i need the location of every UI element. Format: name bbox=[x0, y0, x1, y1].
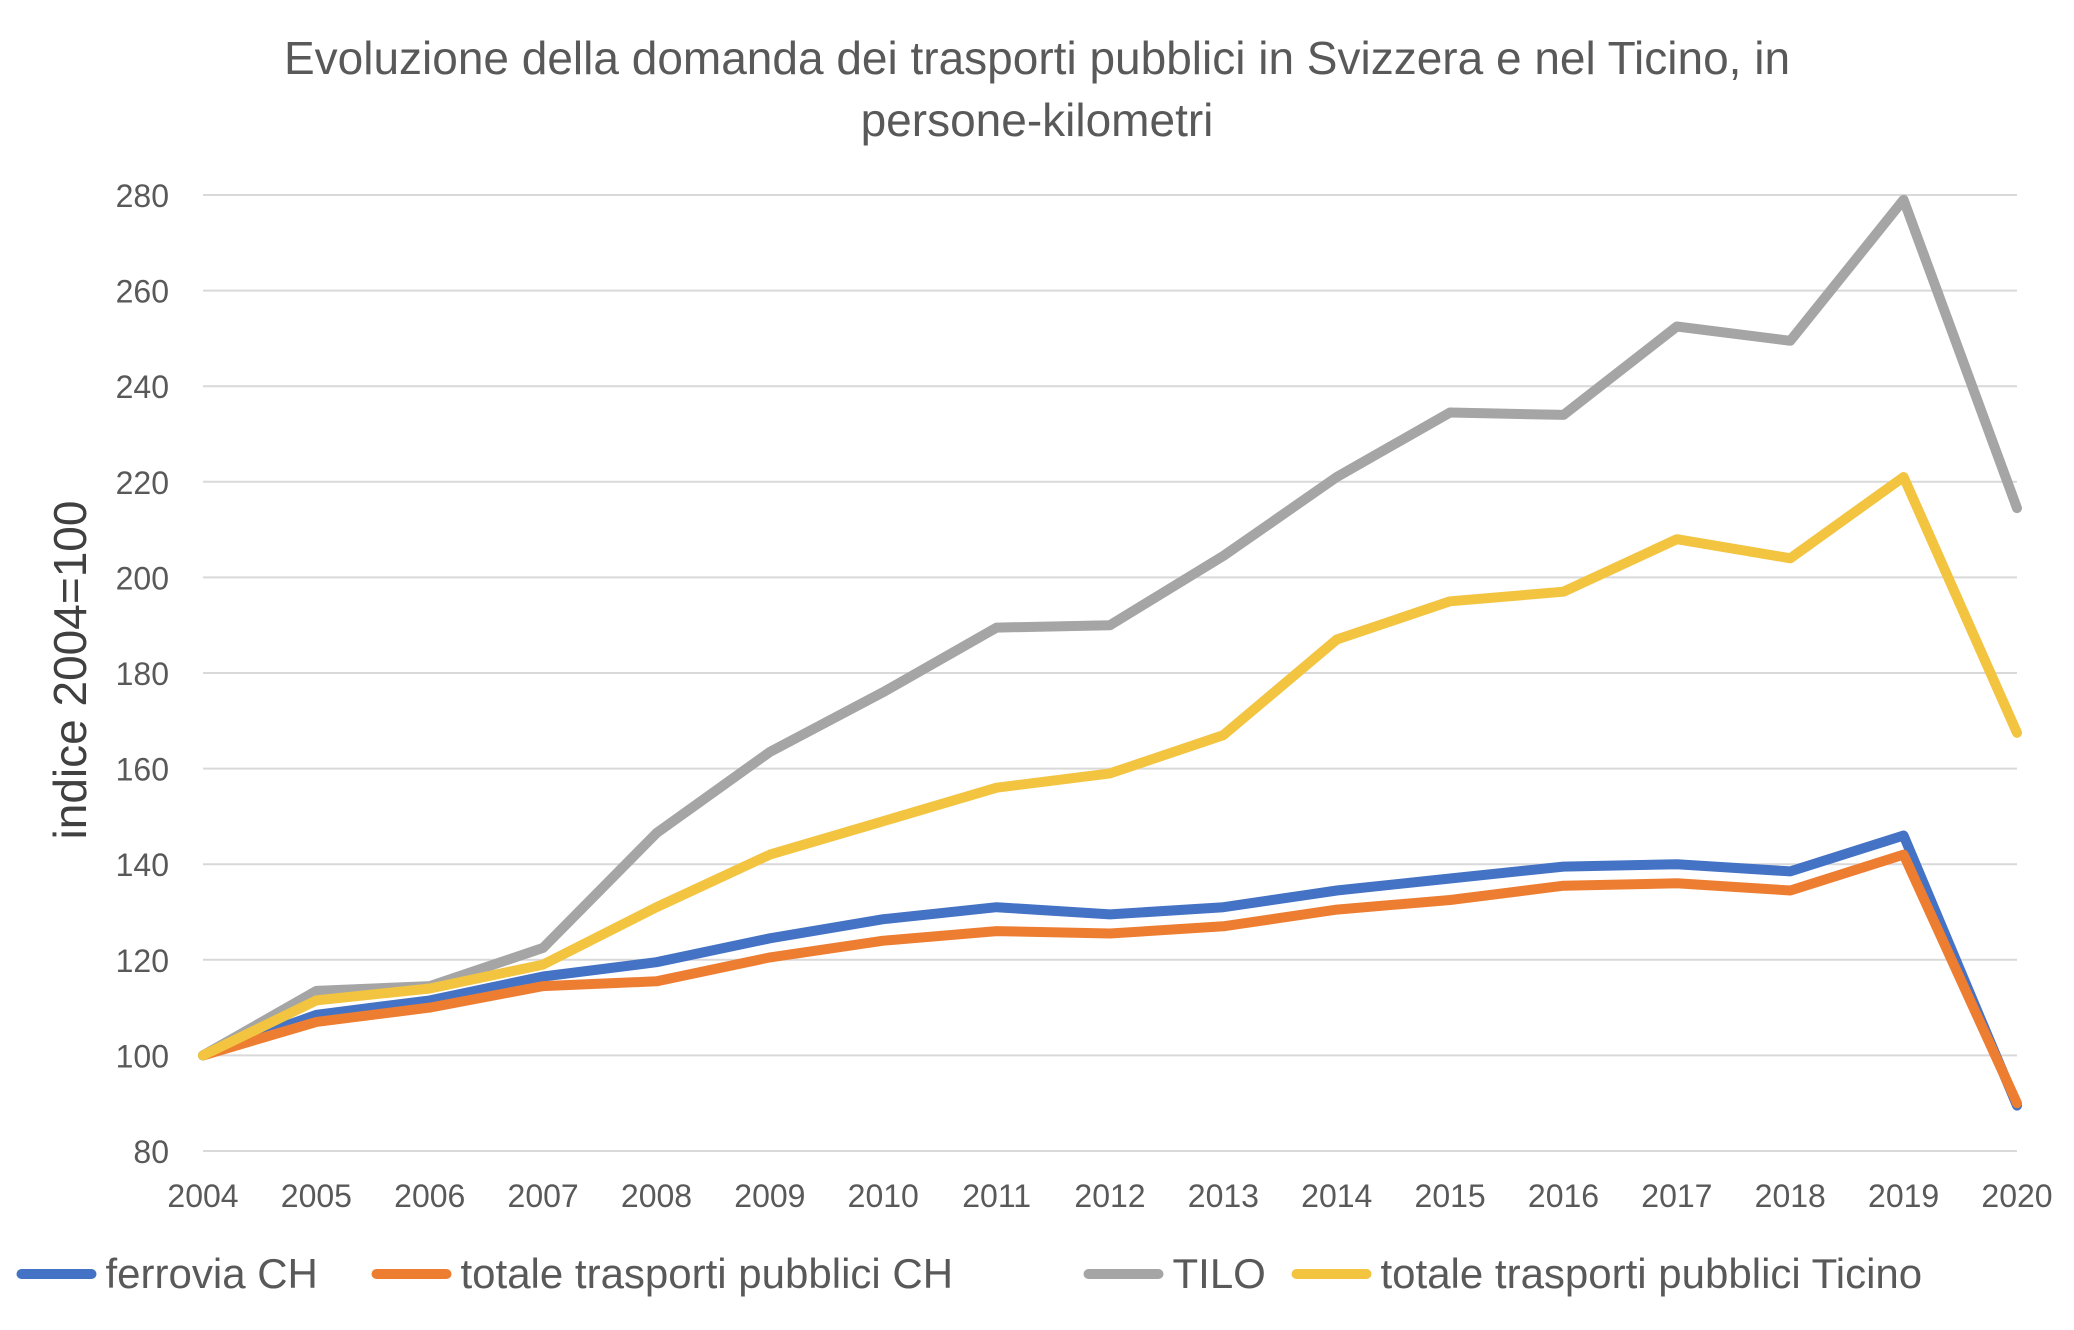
x-tick-label: 2010 bbox=[848, 1178, 919, 1214]
series-line-3 bbox=[198, 472, 2022, 1061]
y-tick-label: 100 bbox=[116, 1038, 169, 1074]
x-tick-label: 2007 bbox=[508, 1178, 579, 1214]
series-line-0 bbox=[198, 830, 2022, 1111]
chart-title-line-2: persone-kilometri bbox=[860, 94, 1214, 146]
legend-label: totale trasporti pubblici Ticino bbox=[1381, 1250, 1923, 1297]
x-tick-label: 2011 bbox=[962, 1178, 1031, 1214]
y-tick-label: 260 bbox=[116, 274, 169, 310]
y-tick-label: 200 bbox=[116, 560, 169, 596]
y-tick-label: 120 bbox=[116, 943, 169, 979]
y-tick-label: 160 bbox=[116, 752, 169, 788]
legend: ferrovia CH totale trasporti pubblici CH T… bbox=[16, 1250, 1923, 1297]
y-tick-label: 140 bbox=[116, 847, 169, 883]
y-tick-label: 80 bbox=[133, 1134, 169, 1170]
legend-label: totale trasporti pubblici CH bbox=[461, 1250, 954, 1297]
x-tick-label: 2020 bbox=[1981, 1178, 2052, 1214]
x-tick-label: 2009 bbox=[734, 1178, 805, 1214]
x-tick-label: 2008 bbox=[621, 1178, 692, 1214]
y-tick-label: 180 bbox=[116, 656, 169, 692]
y-tick-label: 240 bbox=[116, 369, 169, 405]
chart-title-line-1: Evoluzione della domanda dei trasporti p… bbox=[283, 32, 1791, 84]
x-tick-label: 2017 bbox=[1641, 1178, 1712, 1214]
x-axis-tick-labels: 2004 2005 2006 2007 2008 2009 2010 2011 2012 2013… bbox=[167, 1178, 2052, 1214]
x-tick-label: 2014 bbox=[1301, 1178, 1372, 1214]
legend-label: ferrovia CH bbox=[106, 1250, 318, 1297]
x-tick-label: 2005 bbox=[281, 1178, 352, 1214]
x-tick-label: 2013 bbox=[1188, 1178, 1259, 1214]
x-tick-label: 2004 bbox=[167, 1178, 238, 1214]
x-tick-label: 2019 bbox=[1868, 1178, 1939, 1214]
x-tick-label: 2012 bbox=[1074, 1178, 1145, 1214]
series-lines bbox=[198, 194, 2022, 1111]
y-axis-label: indice 2004=100 bbox=[44, 501, 96, 840]
x-tick-label: 2006 bbox=[394, 1178, 465, 1214]
y-axis-tick-labels: 80 100 120 140 160 180 200 220 240 260 280 bbox=[116, 178, 169, 1170]
series-line-1 bbox=[198, 849, 2022, 1109]
x-tick-label: 2015 bbox=[1415, 1178, 1486, 1214]
x-tick-label: 2018 bbox=[1755, 1178, 1826, 1214]
x-tick-label: 2016 bbox=[1528, 1178, 1599, 1214]
y-tick-label: 220 bbox=[116, 465, 169, 501]
y-tick-label: 280 bbox=[116, 178, 169, 214]
series-line-2 bbox=[198, 194, 2022, 1061]
legend-label: TILO bbox=[1173, 1250, 1266, 1297]
